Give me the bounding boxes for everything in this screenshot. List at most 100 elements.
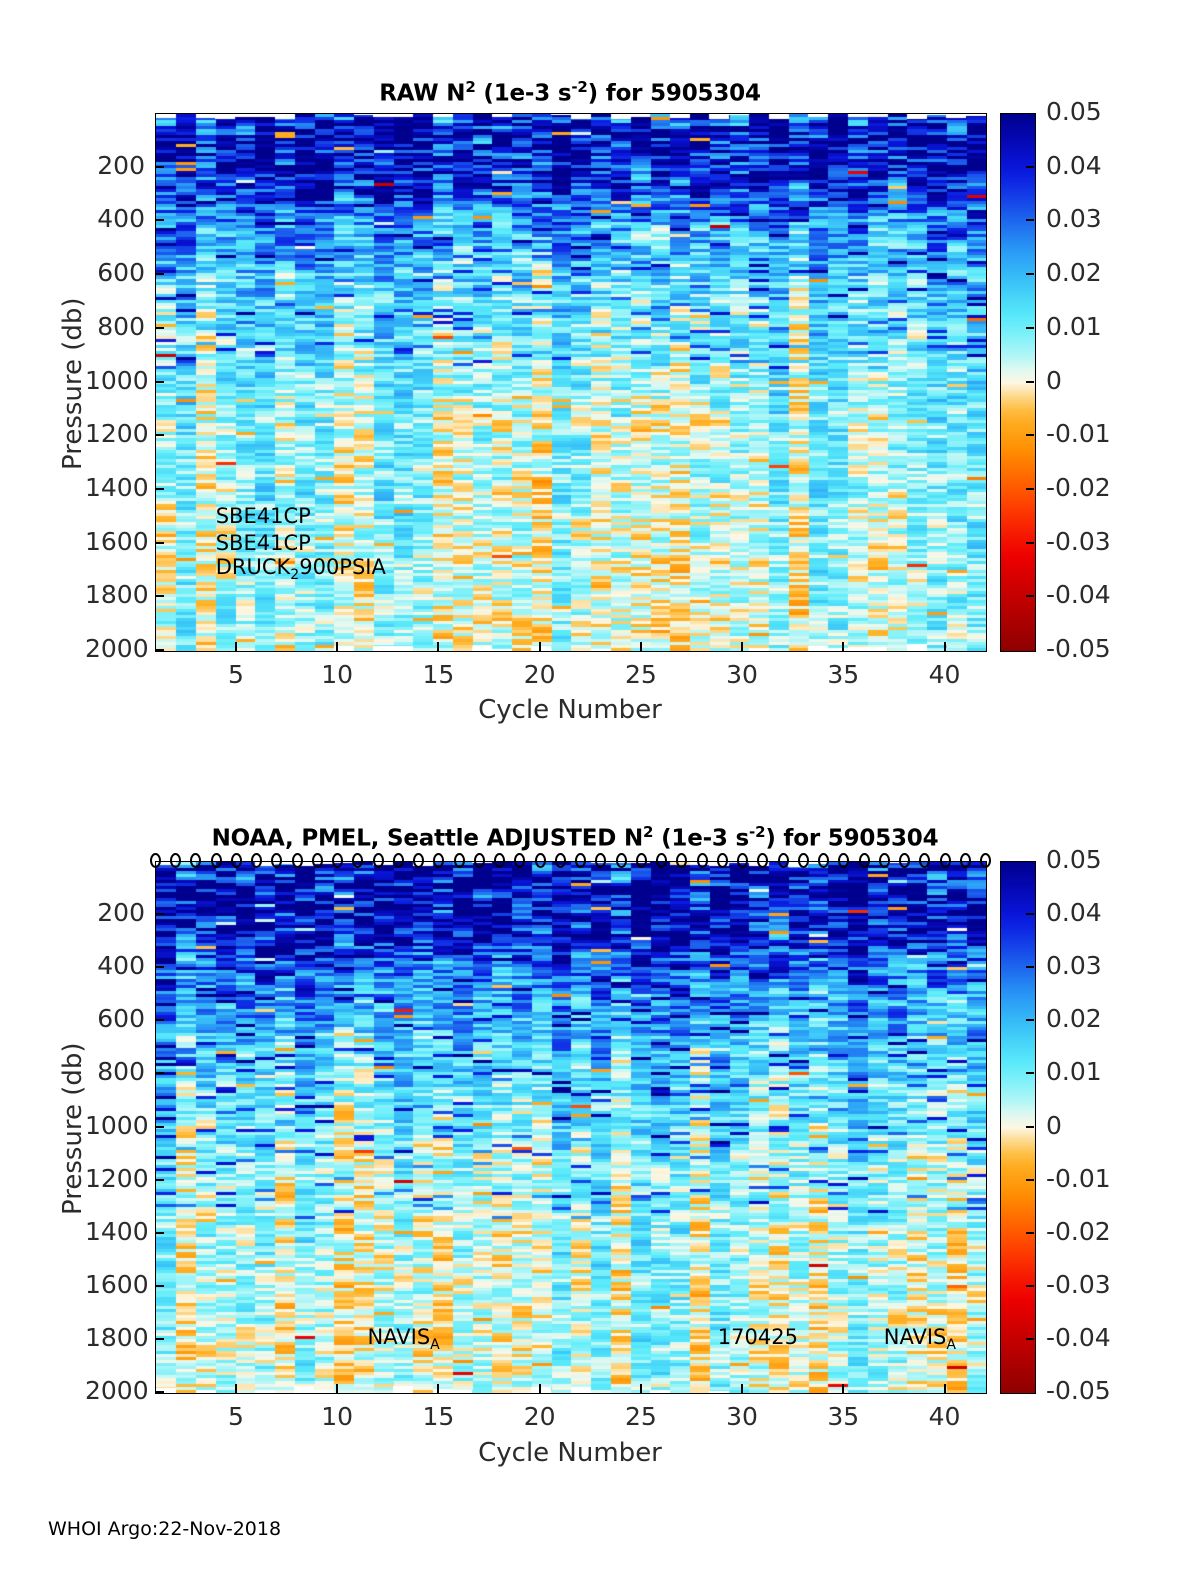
x-tick-label: 40 xyxy=(928,1402,961,1431)
cycle-marker xyxy=(413,853,425,868)
y-tick-mark xyxy=(155,966,164,969)
annotation-subscript: A xyxy=(946,1337,956,1354)
y-tick-mark xyxy=(155,1231,164,1234)
y-tick-mark xyxy=(155,219,164,222)
cycle-marker xyxy=(352,853,364,868)
x-tick-label: 30 xyxy=(726,660,758,689)
x-tick-label: 35 xyxy=(827,1402,860,1431)
y-tick-mark xyxy=(155,380,164,383)
x-tick-mark xyxy=(741,642,744,651)
colorbar-tick-label: -0.01 xyxy=(1046,1163,1111,1193)
colorbar-tick-mark xyxy=(1026,165,1034,168)
y-tick-label: 800 xyxy=(97,311,145,341)
colorbar-tick-mark xyxy=(1026,273,1034,276)
y-tick-mark xyxy=(155,1072,164,1075)
cycle-marker xyxy=(635,853,647,868)
cycle-marker xyxy=(190,853,202,868)
annotation-subscript: 2 xyxy=(290,567,300,584)
cycle-marker xyxy=(696,853,708,868)
cycle-marker xyxy=(777,853,789,868)
x-tick-mark xyxy=(842,1384,845,1393)
cycle-marker xyxy=(311,853,323,868)
y-tick-label: 1000 xyxy=(85,1110,149,1140)
x-tick-mark xyxy=(639,642,642,651)
colorbar-tick-mark xyxy=(1026,595,1034,598)
y-tick-mark xyxy=(155,1178,164,1181)
plot-annotation: NAVISA xyxy=(884,1325,956,1353)
x-tick-mark xyxy=(538,1384,541,1393)
cycle-marker xyxy=(433,853,445,868)
cycle-marker xyxy=(534,853,546,868)
y-tick-mark xyxy=(155,541,164,544)
y-tick-label: 800 xyxy=(97,1057,145,1087)
cycle-marker xyxy=(575,853,587,868)
colorbar-tick-mark xyxy=(1026,380,1034,383)
colorbar-tick-mark xyxy=(1026,219,1034,222)
colorbar-tick-label: -0.04 xyxy=(1046,1322,1111,1352)
annotation-text: SBE41CP xyxy=(215,531,311,556)
colorbar-tick-mark xyxy=(1026,913,1034,916)
cycle-marker xyxy=(210,853,222,868)
y-tick-mark xyxy=(155,649,164,651)
annotation-text: 170425 xyxy=(717,1324,798,1349)
x-tick-label: 30 xyxy=(726,1402,758,1431)
y-tick-label: 1600 xyxy=(85,1269,149,1299)
colorbar-tick-mark xyxy=(1026,434,1034,437)
colorbar-tick-label: -0.05 xyxy=(1046,634,1111,663)
x-tick-label: 15 xyxy=(422,660,455,689)
colorbar-tick-label: 0.02 xyxy=(1046,258,1102,288)
cycle-marker xyxy=(980,853,991,868)
colorbar-tick-mark xyxy=(1026,1072,1034,1075)
cycle-marker xyxy=(291,853,303,868)
plot-annotation: NAVISA xyxy=(368,1325,440,1353)
y-tick-label: 400 xyxy=(97,951,145,981)
colorbar-tick-mark xyxy=(1026,1337,1034,1340)
x-tick-mark xyxy=(943,642,946,651)
x-tick-label: 10 xyxy=(321,1402,354,1431)
adjusted-x-axis-label: Cycle Number xyxy=(478,1438,662,1468)
adjusted-plot-title: NOAA, PMEL, Seattle ADJUSTED N2 (1e-3 s-… xyxy=(211,823,939,852)
colorbar-tick-label: 0.01 xyxy=(1046,311,1102,341)
colorbar-tick-mark xyxy=(1026,487,1034,490)
cycle-marker xyxy=(959,853,971,868)
cycle-marker xyxy=(170,853,182,868)
raw-colorbar xyxy=(1000,113,1036,652)
annotation-text-after: 900PSIA xyxy=(299,555,386,580)
raw-heatmap-axes xyxy=(155,113,987,652)
x-tick-label: 25 xyxy=(624,660,657,689)
x-tick-mark xyxy=(538,642,541,651)
colorbar-tick-label: 0.04 xyxy=(1046,150,1102,180)
x-tick-label: 20 xyxy=(523,1402,556,1431)
y-tick-mark xyxy=(155,913,164,916)
y-tick-label: 600 xyxy=(97,1004,145,1034)
y-tick-label: 2000 xyxy=(85,1376,149,1405)
cycle-marker xyxy=(230,853,242,868)
colorbar-tick-label: 0.05 xyxy=(1046,97,1102,126)
y-tick-label: 1400 xyxy=(85,1216,149,1246)
x-tick-mark xyxy=(437,642,440,651)
y-tick-mark xyxy=(155,326,164,329)
colorbar-tick-label: 0.03 xyxy=(1046,204,1102,234)
cycle-marker xyxy=(150,853,161,868)
adjusted-colorbar-gradient xyxy=(1001,862,1035,1393)
colorbar-tick-label: -0.03 xyxy=(1046,1269,1111,1299)
x-tick-label: 25 xyxy=(624,1402,657,1431)
x-tick-label: 40 xyxy=(928,660,961,689)
x-tick-label: 15 xyxy=(422,1402,455,1431)
colorbar-tick-label: 0 xyxy=(1046,365,1062,395)
x-tick-label: 35 xyxy=(827,660,860,689)
cycle-marker xyxy=(858,853,870,868)
annotation-text: DRUCK xyxy=(215,555,291,580)
plot-annotation: 170425 xyxy=(718,1325,798,1349)
colorbar-tick-label: -0.02 xyxy=(1046,1216,1111,1246)
colorbar-tick-label: 0.03 xyxy=(1046,951,1102,981)
y-tick-label: 1200 xyxy=(85,1163,149,1193)
annotation-text: SBE41CP xyxy=(215,504,311,529)
y-tick-label: 200 xyxy=(97,898,145,928)
colorbar-tick-mark xyxy=(1026,326,1034,329)
colorbar-tick-mark xyxy=(1026,1231,1034,1234)
x-tick-mark xyxy=(234,1384,237,1393)
cycle-marker xyxy=(878,853,890,868)
x-tick-label: 10 xyxy=(321,660,354,689)
colorbar-tick-label: -0.03 xyxy=(1046,526,1111,556)
